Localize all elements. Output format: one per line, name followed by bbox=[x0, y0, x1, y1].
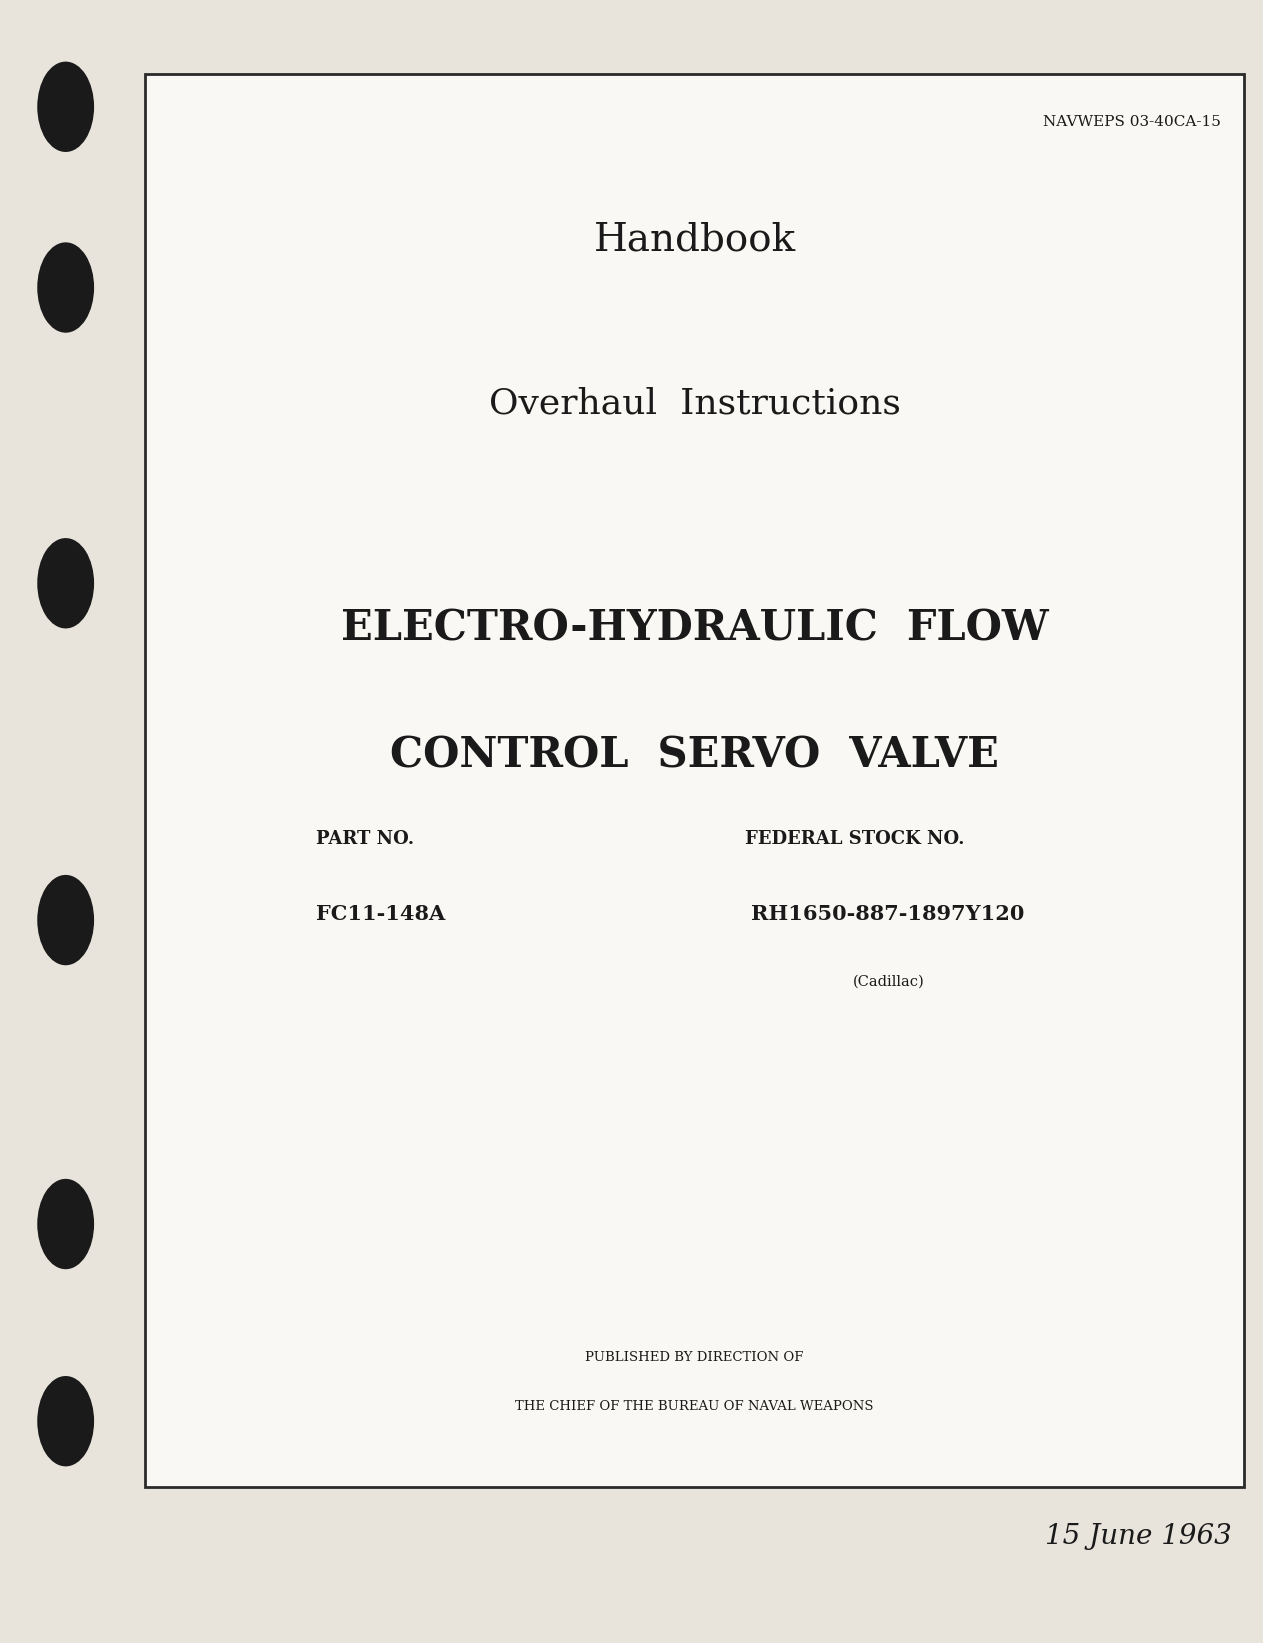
Text: FEDERAL STOCK NO.: FEDERAL STOCK NO. bbox=[745, 830, 965, 848]
Text: NAVWEPS 03-40CA-15: NAVWEPS 03-40CA-15 bbox=[1043, 115, 1221, 130]
Ellipse shape bbox=[38, 1377, 93, 1466]
Ellipse shape bbox=[38, 1180, 93, 1268]
Bar bbox=[145, 74, 1244, 1487]
Ellipse shape bbox=[38, 874, 93, 966]
Text: Handbook: Handbook bbox=[594, 222, 796, 260]
Ellipse shape bbox=[38, 539, 93, 628]
Text: FC11-148A: FC11-148A bbox=[316, 904, 445, 923]
Text: PUBLISHED BY DIRECTION OF: PUBLISHED BY DIRECTION OF bbox=[586, 1351, 803, 1364]
Text: ELECTRO-HYDRAULIC  FLOW: ELECTRO-HYDRAULIC FLOW bbox=[341, 608, 1048, 651]
Text: 15 June 1963: 15 June 1963 bbox=[1045, 1523, 1231, 1549]
Text: CONTROL  SERVO  VALVE: CONTROL SERVO VALVE bbox=[390, 734, 999, 777]
Text: PART NO.: PART NO. bbox=[316, 830, 414, 848]
Text: (Cadillac): (Cadillac) bbox=[853, 974, 925, 989]
Ellipse shape bbox=[38, 61, 93, 151]
Text: RH1650-887-1897Y120: RH1650-887-1897Y120 bbox=[751, 904, 1024, 923]
Ellipse shape bbox=[38, 243, 93, 332]
Text: THE CHIEF OF THE BUREAU OF NAVAL WEAPONS: THE CHIEF OF THE BUREAU OF NAVAL WEAPONS bbox=[515, 1400, 874, 1413]
Text: Overhaul  Instructions: Overhaul Instructions bbox=[489, 386, 901, 421]
